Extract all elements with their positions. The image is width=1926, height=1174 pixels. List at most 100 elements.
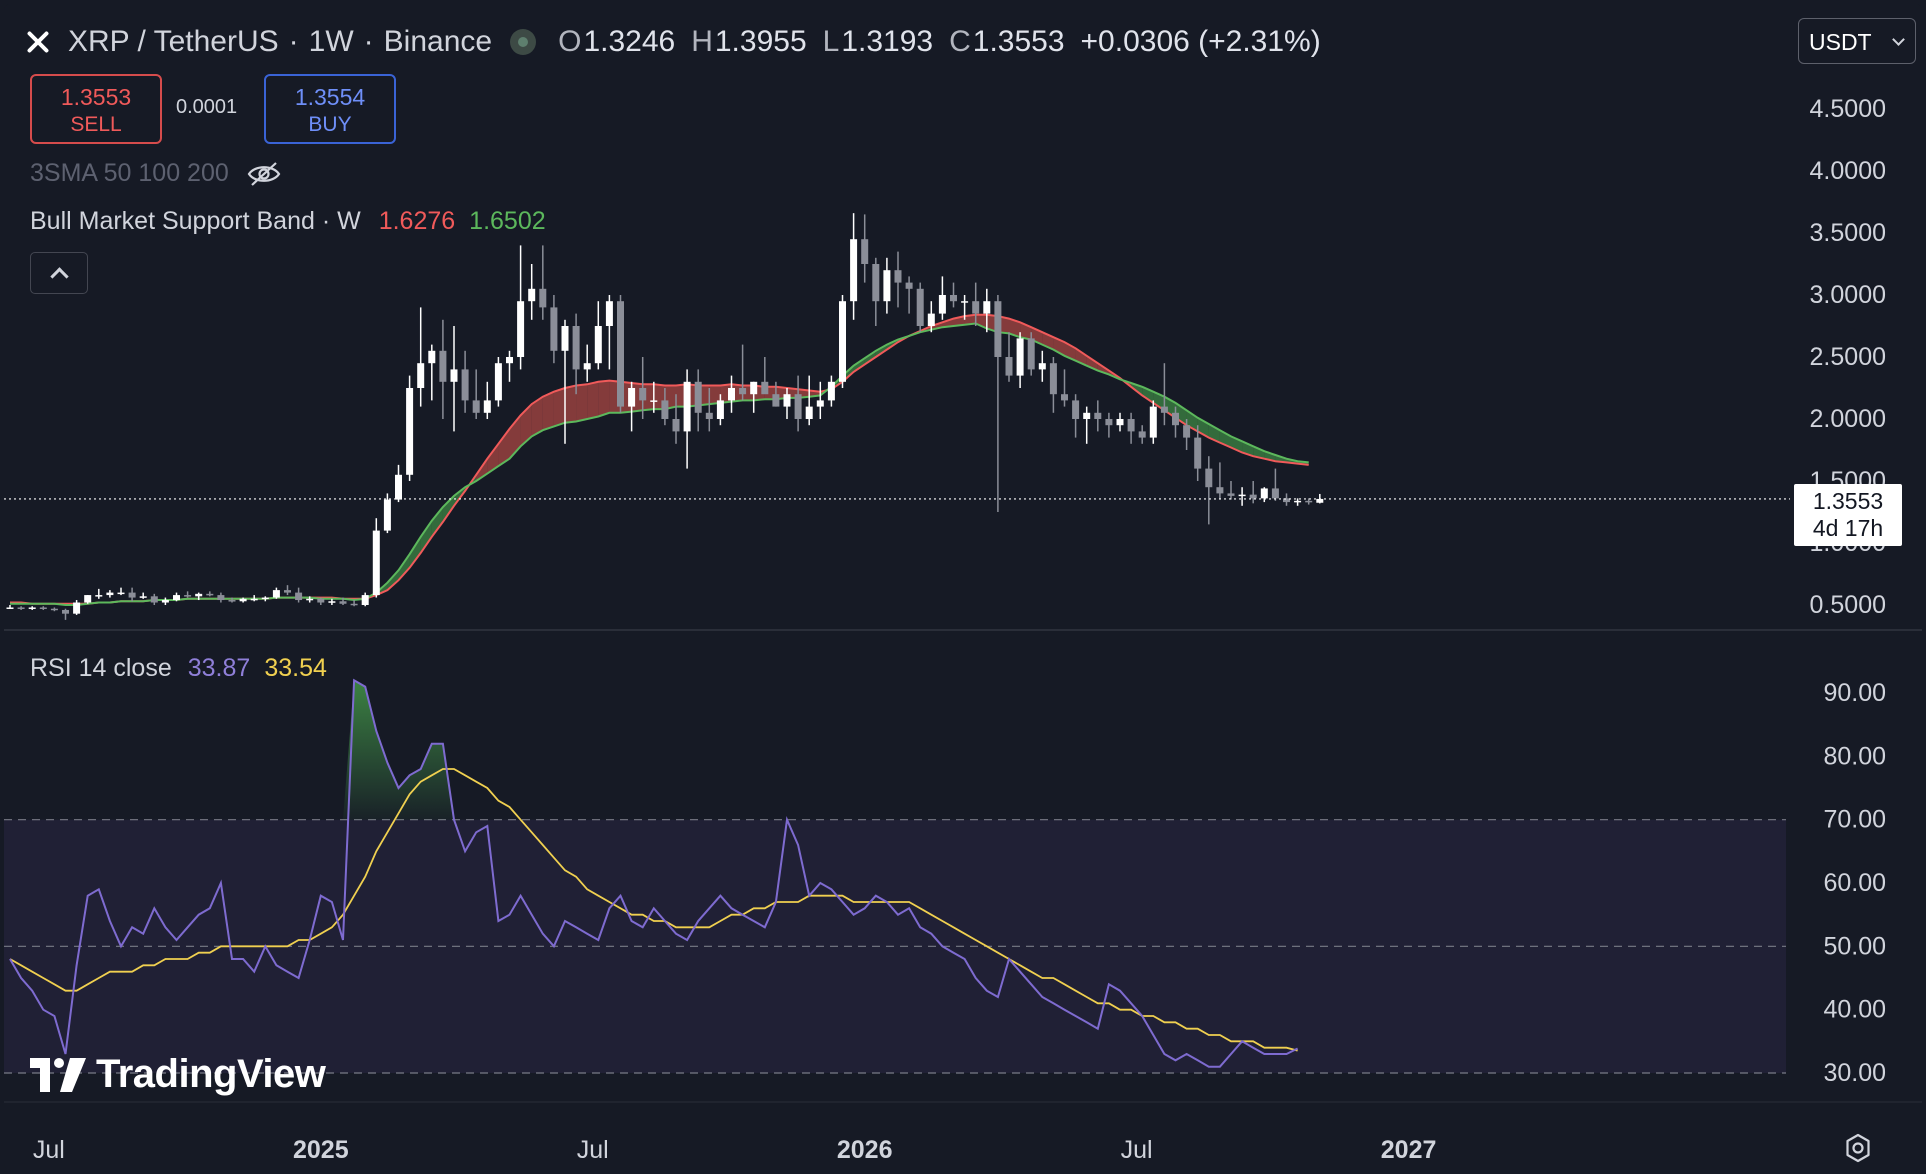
band-fill-segment xyxy=(487,443,499,474)
band-fill-segment xyxy=(553,388,565,427)
candle xyxy=(894,251,902,308)
open-label: O xyxy=(558,25,582,58)
symbol-header: XRP / TetherUS · 1W · Binance O1.3246 H1… xyxy=(26,22,1321,62)
candle-body xyxy=(461,369,469,401)
sell-button[interactable]: 1.3553 SELL xyxy=(30,74,162,144)
eye-hidden-icon[interactable] xyxy=(247,160,281,188)
rsi-line xyxy=(9,678,1299,1068)
candle-body xyxy=(239,598,247,602)
candle xyxy=(561,319,569,444)
candle xyxy=(517,245,525,370)
chart-canvas[interactable]: 0.50001.00001.50002.00002.50003.00003.50… xyxy=(4,4,1922,1170)
candle xyxy=(994,295,1002,512)
band-fill-segment xyxy=(498,428,510,467)
candle xyxy=(139,592,147,599)
band-fill-segment xyxy=(409,536,421,568)
candle-body xyxy=(350,603,358,606)
candle-body xyxy=(1116,419,1124,426)
price-axis-tick: 4.5000 xyxy=(1810,95,1886,123)
candle-body xyxy=(1105,419,1113,426)
candle-body xyxy=(228,600,236,602)
last-price-tag: 1.3553 4d 17h xyxy=(1794,484,1902,546)
candle xyxy=(639,357,647,419)
close-value: 1.3553 xyxy=(972,25,1065,58)
band-indicator-legend[interactable]: Bull Market Support Band · W 1.6276 1.6502 xyxy=(30,207,546,236)
rsi-axis-tick: 40.00 xyxy=(1823,996,1886,1024)
candle xyxy=(128,587,136,602)
candle xyxy=(605,295,613,370)
candle xyxy=(1138,425,1146,444)
candle-body xyxy=(550,307,558,351)
candle xyxy=(261,596,269,602)
candle-body xyxy=(839,301,846,382)
candle xyxy=(317,597,325,605)
band-ema-line xyxy=(10,322,1309,606)
candle-body xyxy=(950,295,957,302)
candle xyxy=(1205,456,1213,525)
band-fill-segment xyxy=(387,570,399,591)
candle xyxy=(506,350,513,382)
candle xyxy=(95,588,103,599)
candle xyxy=(483,381,491,419)
candle-body xyxy=(1138,431,1146,438)
candle-body xyxy=(728,388,735,401)
candle-body xyxy=(417,363,425,388)
candle-body xyxy=(173,595,180,601)
tradingview-logo[interactable]: TradingView xyxy=(30,1052,326,1097)
candle xyxy=(938,276,946,320)
candle xyxy=(883,257,891,314)
candle xyxy=(850,213,858,320)
candle xyxy=(1260,487,1268,503)
interval[interactable]: 1W xyxy=(308,25,354,58)
rsi-axis-tick: 70.00 xyxy=(1823,806,1886,834)
candle-body xyxy=(694,381,702,413)
candle-body xyxy=(916,288,924,326)
candle xyxy=(716,394,724,426)
candle-body xyxy=(1305,500,1313,503)
close-icon[interactable] xyxy=(26,30,50,54)
candle-body xyxy=(217,595,225,601)
symbol-name[interactable]: XRP / TetherUS xyxy=(68,25,279,58)
candle-body xyxy=(994,301,1002,357)
sma-indicator-legend[interactable]: 3SMA 50 100 200 xyxy=(30,159,281,188)
candle xyxy=(672,394,680,444)
collapse-legend-button[interactable] xyxy=(30,252,88,294)
high-label: H xyxy=(691,25,713,58)
candle-body xyxy=(406,388,414,475)
candle-body xyxy=(783,394,791,407)
market-status-icon[interactable] xyxy=(510,29,537,55)
settings-icon[interactable] xyxy=(1842,1132,1874,1164)
time-axis-tick: 2026 xyxy=(837,1136,893,1164)
price-axis-tick: 3.5000 xyxy=(1810,219,1886,247)
candle-body xyxy=(1183,425,1191,438)
candle-body xyxy=(1083,412,1091,419)
candle xyxy=(1083,406,1091,444)
candle-body xyxy=(272,590,280,598)
candle xyxy=(772,381,780,407)
candle-body xyxy=(506,357,513,364)
candle xyxy=(961,295,969,320)
candle-body xyxy=(1194,437,1202,469)
rsi-legend[interactable]: RSI 14 close 33.87 33.54 xyxy=(30,654,327,683)
candle xyxy=(406,375,414,481)
price-axis-tick: 3.0000 xyxy=(1810,281,1886,309)
candle-body xyxy=(894,270,902,283)
candle xyxy=(228,597,236,603)
time-axis-tick: Jul xyxy=(577,1136,609,1164)
buy-button[interactable]: 1.3554 BUY xyxy=(264,74,396,144)
candle-body xyxy=(750,381,758,395)
candle-body xyxy=(295,592,303,601)
candle-body xyxy=(1271,488,1279,499)
candle xyxy=(161,597,169,605)
candle-body xyxy=(794,394,802,419)
band-fill-segment xyxy=(709,385,721,405)
candle-body xyxy=(439,350,447,382)
separator: · xyxy=(288,25,299,58)
currency-dropdown[interactable]: USDT xyxy=(1798,18,1916,64)
band-fill-segment xyxy=(853,358,865,372)
candle-body xyxy=(983,301,991,314)
candle xyxy=(1027,332,1035,376)
candle-body xyxy=(1238,494,1246,497)
candle-body xyxy=(705,412,713,419)
candle-body xyxy=(1005,357,1013,376)
